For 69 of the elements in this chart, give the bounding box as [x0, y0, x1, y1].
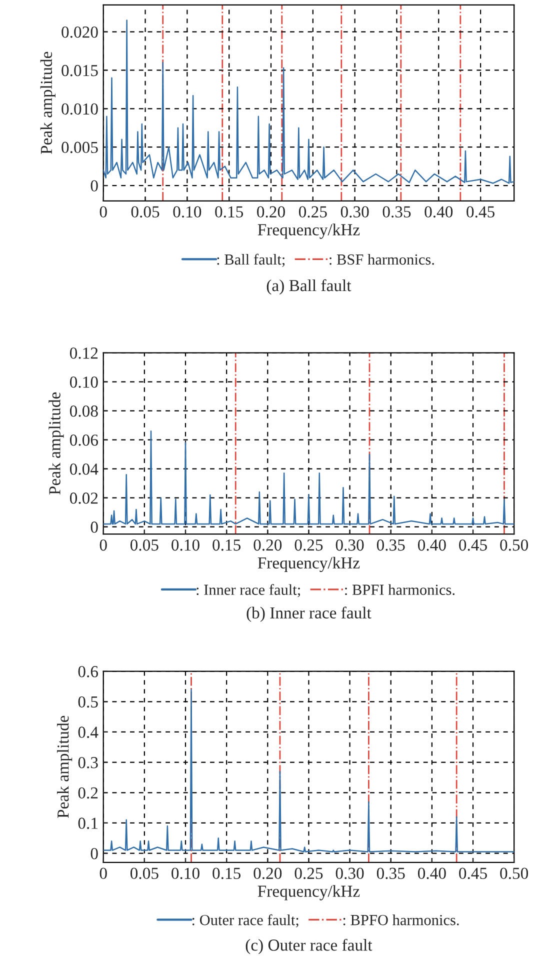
y-tick-label: 0.020 [62, 26, 98, 38]
x-tick-label: 0.25 [294, 539, 323, 551]
y-tick-label: 0 [90, 180, 98, 192]
y-tick-label: 0.10 [70, 376, 98, 388]
x-tick-label: 0.40 [418, 539, 446, 551]
line-series [103, 688, 514, 852]
y-tick-label: 0.04 [70, 464, 98, 475]
x-tick-label: 0.40 [424, 206, 453, 218]
x-tick-label: 0.35 [376, 868, 405, 880]
x-tick-label: 0.35 [382, 206, 411, 218]
x-tick-label: 0.30 [340, 206, 369, 218]
legend-label: : Outer race fault; [192, 914, 298, 928]
x-tick-label: 0.05 [130, 539, 158, 551]
legend-label: : Ball fault; [217, 254, 284, 267]
y-tick-label: 0.1 [78, 818, 98, 829]
y-tick-label: 0.6 [78, 666, 98, 678]
y-tick-label: 0 [90, 848, 98, 860]
x-axis-title: Frequency/kHz [258, 885, 360, 900]
x-tick-label: 0.15 [212, 539, 241, 551]
x-tick-label: 0.50 [500, 539, 528, 551]
x-tick-label: 0.45 [459, 539, 487, 551]
y-tick-label: 0.02 [70, 492, 98, 504]
y-tick-label: 0.005 [62, 142, 98, 154]
x-tick-label: 0.05 [131, 206, 160, 218]
x-tick-label: 0 [100, 868, 107, 879]
x-tick-label: 0.15 [212, 868, 241, 880]
line-series [103, 20, 514, 184]
x-tick-label: 0.10 [172, 539, 200, 551]
y-axis-title: Peak amplitude [48, 392, 64, 495]
x-tick-label: 0.10 [173, 206, 202, 218]
text: (c) Outer race fault [246, 938, 372, 954]
y-tick-label: 0.3 [78, 757, 98, 768]
y-tick-label: 0 [90, 522, 98, 533]
y-axis-title: Peak amplitude [40, 52, 56, 154]
x-tick-label: 0.45 [459, 868, 487, 880]
text: (b) Inner race fault [246, 606, 372, 622]
x-tick-label: 0.35 [376, 539, 405, 551]
x-tick-label: 0 [100, 539, 107, 551]
x-tick-label: 0.30 [336, 539, 364, 551]
y-tick-label: 0.08 [70, 406, 98, 417]
x-tick-label: 0.30 [336, 868, 364, 880]
y-tick-label: 0.12 [70, 348, 98, 359]
x-tick-label: 0 [100, 206, 107, 218]
x-tick-label: 0.20 [257, 206, 285, 218]
legend-label: : BPFO harmonics. [343, 914, 459, 926]
line-series [103, 430, 514, 525]
y-tick-label: 0.2 [78, 787, 98, 799]
legend-label: : BSF harmonics. [330, 254, 434, 265]
y-tick-label: 0.015 [62, 64, 98, 76]
x-tick-label: 0.50 [500, 868, 528, 880]
x-tick-label: 0.20 [254, 539, 282, 551]
text: (a) Ball fault [266, 279, 352, 295]
y-axis-title: Peak amplitude [56, 716, 72, 818]
x-tick-label: 0.05 [130, 868, 158, 880]
y-tick-label: 0.06 [70, 434, 98, 446]
x-tick-label: 0.10 [172, 868, 200, 880]
y-tick-label: 0.5 [78, 696, 98, 708]
x-tick-label: 0.40 [418, 868, 446, 880]
x-axis-title: Frequency/kHz [258, 224, 360, 239]
x-tick-label: 0.20 [254, 868, 282, 880]
legend-label: : Inner race fault; [196, 584, 300, 598]
legend-label: : BPFI harmonics. [345, 584, 455, 596]
y-tick-label: 0.4 [78, 726, 98, 738]
x-tick-label: 0.45 [466, 206, 494, 218]
x-tick-label: 0.25 [294, 868, 323, 880]
x-tick-label: 0.25 [298, 206, 327, 218]
x-tick-label: 0.15 [215, 206, 244, 218]
y-tick-label: 0.010 [62, 103, 98, 115]
x-axis-title: Frequency/kHz [258, 556, 360, 572]
